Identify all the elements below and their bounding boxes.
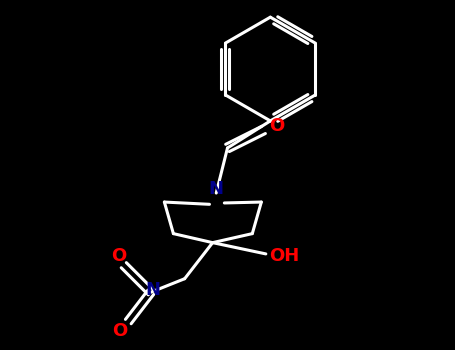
Text: O: O	[269, 117, 285, 135]
Text: OH: OH	[269, 247, 300, 265]
Text: O: O	[111, 247, 126, 265]
Text: N: N	[209, 181, 224, 198]
Text: O: O	[112, 322, 128, 340]
Text: N: N	[145, 281, 160, 300]
